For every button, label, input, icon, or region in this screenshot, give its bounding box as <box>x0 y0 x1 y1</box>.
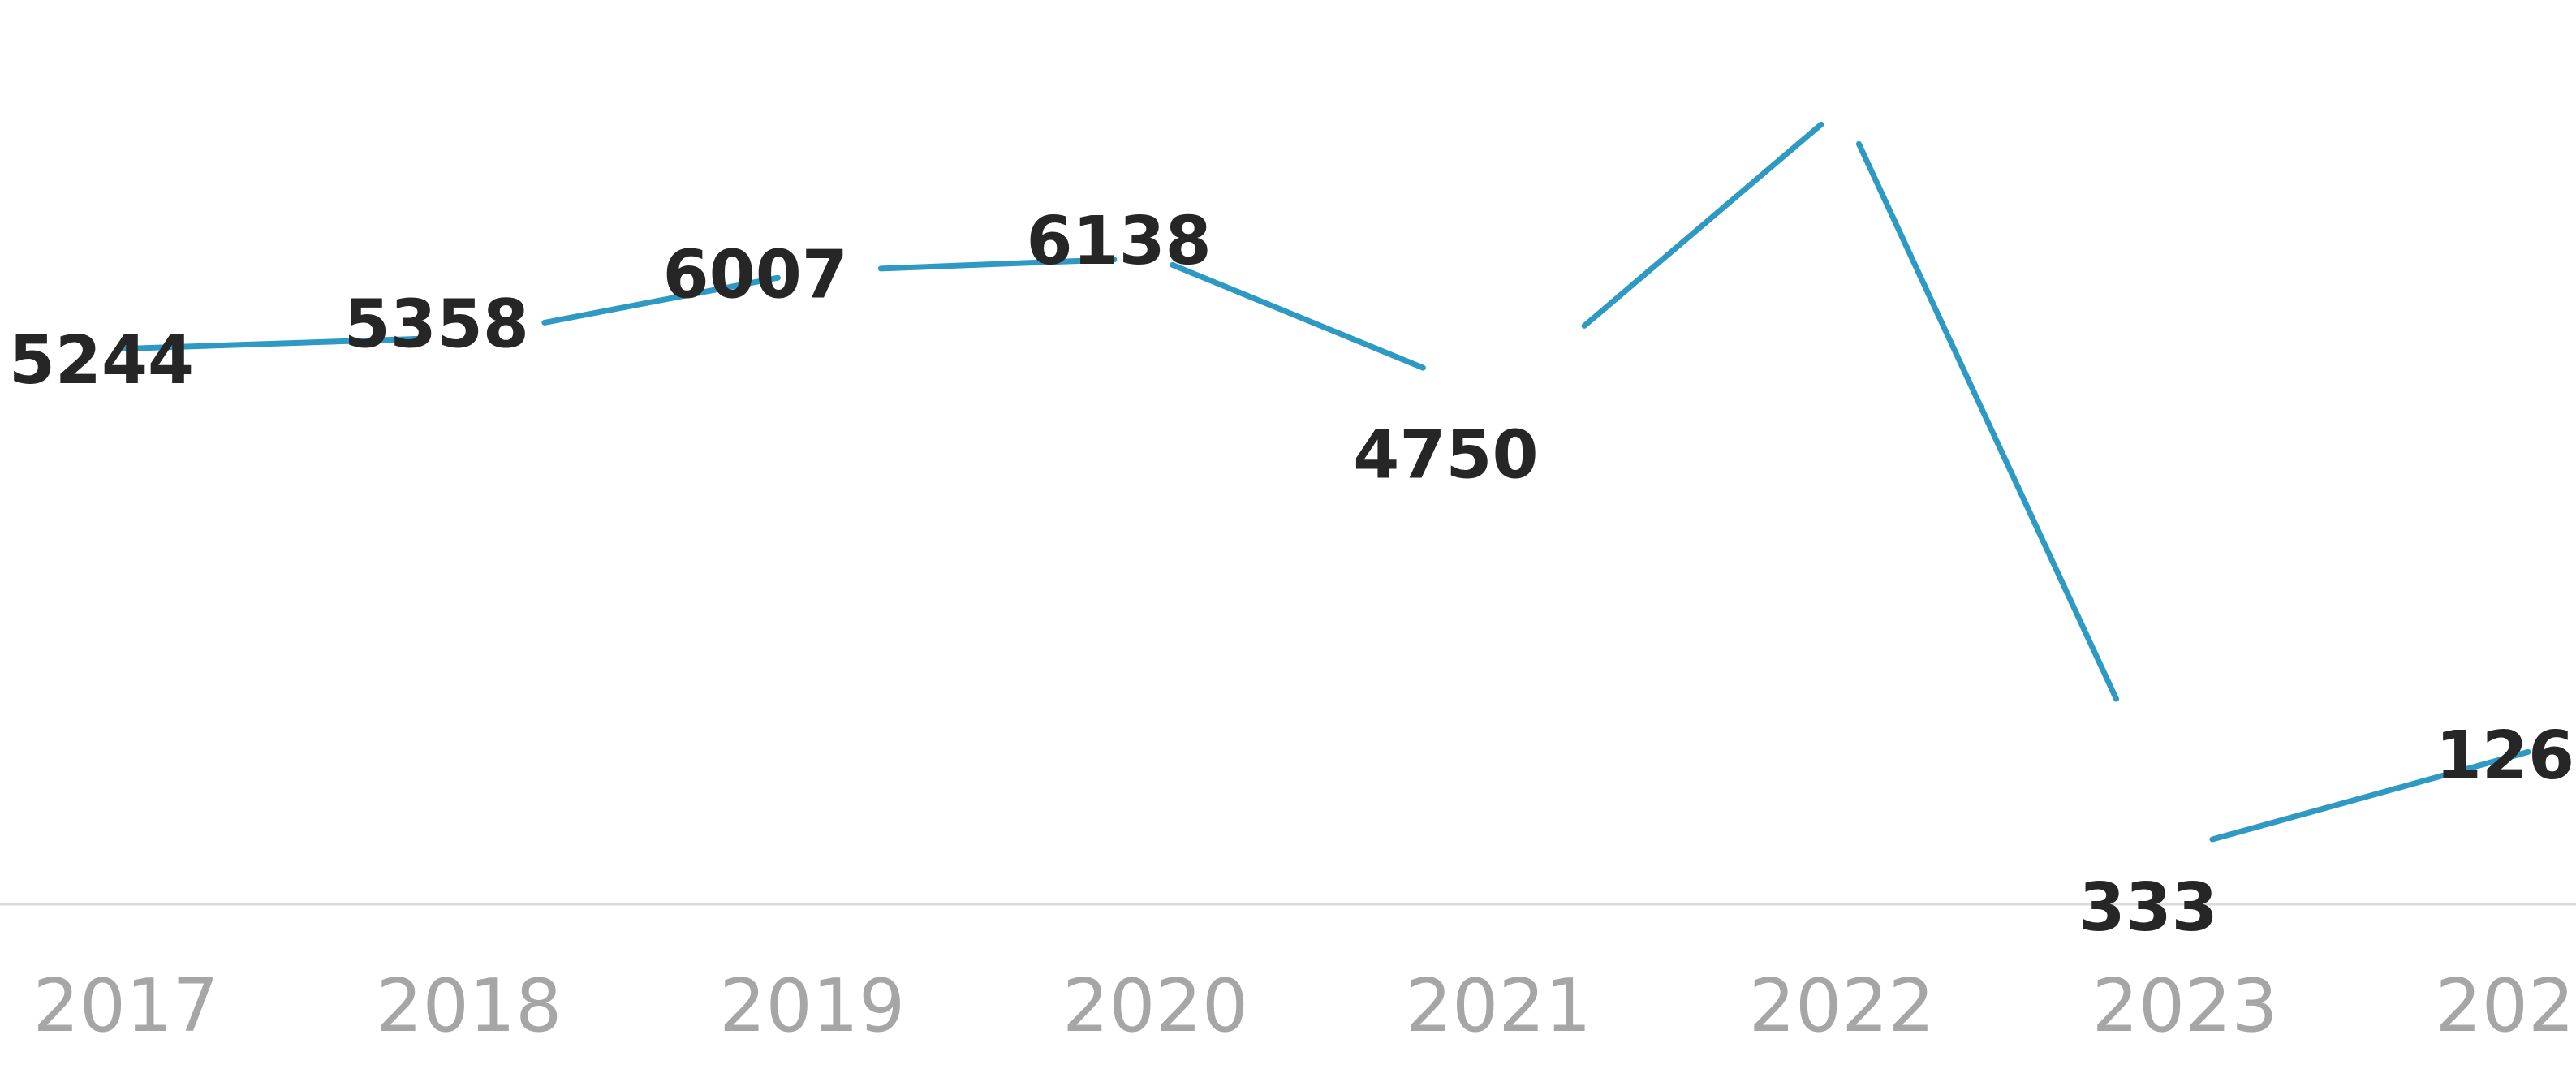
x-tick-label: 2018 <box>376 964 562 1049</box>
x-tick-group: 2017 2018 2019 2020 2021 2022 2023 2024 <box>32 964 2576 1049</box>
data-label: 5244 <box>9 322 194 399</box>
series-line-segment <box>1581 121 1824 329</box>
series-line-segment <box>1855 140 2120 702</box>
x-tick-label: 2022 <box>1749 964 1935 1049</box>
x-tick-label: 2020 <box>1062 964 1248 1049</box>
data-label: 6138 <box>1026 203 1211 280</box>
data-label-group: 5244 5358 6007 6138 4750 7626 333 1269 <box>9 0 2576 946</box>
x-tick-label: 2021 <box>1406 964 1592 1049</box>
x-tick-label: 2019 <box>719 964 905 1049</box>
data-label: 6007 <box>663 237 848 314</box>
data-label: 5358 <box>344 287 529 364</box>
series-line-segment <box>1170 261 1426 371</box>
series-group <box>123 121 2531 843</box>
x-tick-label: 2017 <box>32 964 218 1049</box>
data-label: 1269 <box>2436 718 2576 795</box>
x-tick-label: 2023 <box>2092 964 2278 1049</box>
series-line-segment <box>541 274 781 326</box>
data-label: 333 <box>2079 869 2218 946</box>
data-label: 4750 <box>1353 417 1538 494</box>
series-line-segment <box>877 257 1118 272</box>
data-label: 7626 <box>1741 0 1926 7</box>
x-tick-label: 2024 <box>2435 964 2576 1049</box>
series-line-segment <box>2209 748 2531 843</box>
series-line-segment <box>123 335 420 351</box>
